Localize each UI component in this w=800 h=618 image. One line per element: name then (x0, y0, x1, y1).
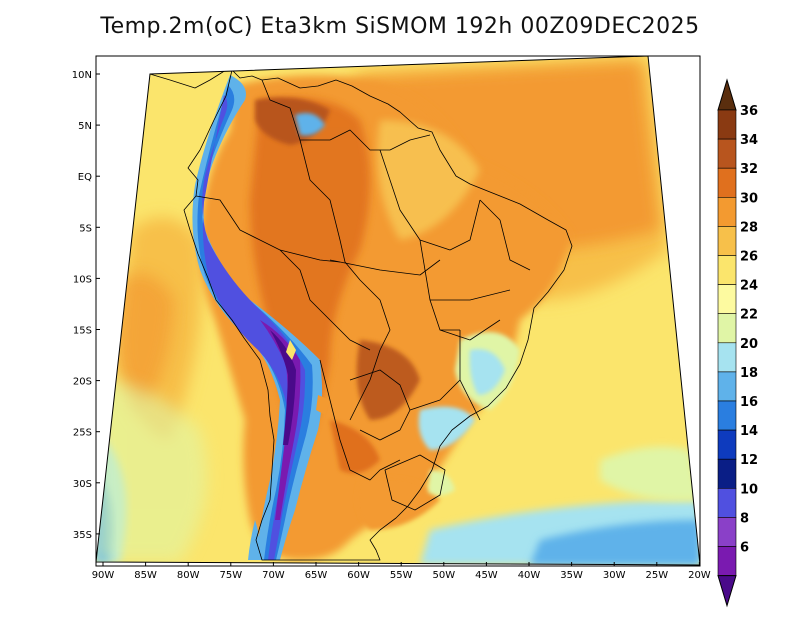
colorbar-swatch (717, 109, 737, 140)
colorbar-swatch (717, 517, 737, 547)
lon-tick-label: 40W (518, 570, 541, 581)
lat-tick-label: 20S (73, 377, 92, 388)
colorbar-label: 8 (740, 511, 749, 526)
lat-tick-label: 5S (79, 223, 92, 234)
border-brazil-states (329, 149, 531, 421)
colorbar-swatch (717, 313, 737, 344)
lon-tick-label: 90W (92, 570, 115, 581)
islands-galapagos (96, 175, 109, 187)
lon-tick-label: 65W (305, 570, 328, 581)
temperature-colorbar: 36 34 32 30 28 26 24 22 20 18 16 14 12 10 8 6 (717, 78, 758, 608)
lon-tick-label: 60W (347, 570, 370, 581)
islands-caribbean (269, 59, 351, 67)
colorbar-label: 26 (740, 250, 758, 265)
lat-tick-label: 5N (78, 121, 92, 132)
lat-tick-label: 10S (73, 274, 92, 285)
colorbar-label: 14 (740, 424, 758, 439)
colorbar-swatch (717, 429, 737, 460)
lon-tick-label: 45W (475, 570, 498, 581)
lon-tick-label: 85W (134, 570, 157, 581)
temperature-field (96, 56, 700, 565)
colorbar-swatch (717, 546, 737, 576)
colorbar-bottom-arrow (717, 575, 737, 608)
colorbar-label: 34 (740, 133, 758, 148)
border-north (261, 79, 431, 151)
lon-tick-label: 50W (432, 570, 455, 581)
lon-tick-label: 75W (219, 570, 242, 581)
colorbar-label: 32 (740, 162, 758, 177)
colorbar-label: 18 (740, 366, 758, 381)
lat-tick-label: EQ (78, 172, 92, 183)
lat-tick-label: 25S (73, 428, 92, 439)
colorbar-label: 12 (740, 453, 758, 468)
colorbar-swatch (717, 458, 737, 489)
border-peru (195, 195, 341, 263)
axis-frame (95, 55, 701, 567)
colorbar-label: 10 (740, 482, 758, 497)
colorbar-swatch (717, 487, 737, 518)
lon-tick-label: 80W (177, 570, 200, 581)
lon-tick-label: 25W (645, 570, 668, 581)
colorbar-swatch (717, 255, 737, 285)
lat-tick-label: 35S (73, 530, 92, 541)
border-bolivia (279, 249, 371, 351)
coastline-south-america (183, 69, 573, 561)
lat-tick-label: 10N (72, 70, 92, 81)
colorbar-swatch (717, 167, 737, 198)
colorbar-swatch (717, 342, 737, 373)
colorbar-swatch (717, 197, 737, 227)
lat-tick-label: 15S (73, 326, 92, 337)
colorbar-swatch (717, 371, 737, 402)
map-title: Temp.2m(oC) Eta3km SiSMOM 192h 00Z09DEC2… (100, 14, 700, 39)
colorbar-label: 16 (740, 395, 758, 410)
map-axes: 10N 5N EQ 5S 10S 15S 20S 25S 30S 35S 90W 85W 80W 75W 7… (72, 70, 711, 581)
colorbar-label: 28 (740, 220, 758, 235)
border-uruguay (384, 454, 446, 511)
colorbar-swatch (717, 226, 737, 256)
colorbar-top-arrow (717, 78, 737, 111)
border-argentina (319, 359, 401, 481)
colorbar-label: 24 (740, 279, 758, 294)
colorbar-label: 36 (740, 104, 758, 119)
colorbar-label: 22 (740, 308, 758, 323)
border-brazil-west (299, 139, 391, 421)
colorbar-label: 6 (740, 541, 749, 556)
lon-tick-label: 55W (390, 570, 413, 581)
colorbar-label: 20 (740, 337, 758, 352)
colorbar-swatch (717, 138, 737, 169)
colorbar-swatch (717, 284, 737, 315)
lat-tick-label: 30S (73, 479, 92, 490)
colorbar-swatch (717, 400, 737, 431)
colorbar-label: 30 (740, 191, 758, 206)
lon-tick-label: 20W (688, 570, 711, 581)
lon-tick-label: 35W (560, 570, 583, 581)
lon-tick-label: 70W (262, 570, 285, 581)
lon-tick-label: 30W (603, 570, 626, 581)
